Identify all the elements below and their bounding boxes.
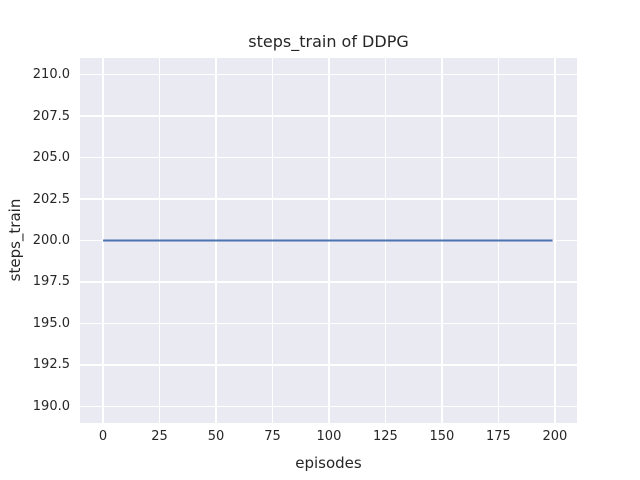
y-tick-label: 207.5	[32, 108, 70, 124]
x-tick-label: 125	[373, 429, 398, 444]
x-tick-label: 0	[98, 429, 108, 444]
plot-area	[80, 58, 577, 423]
y-tick-label: 197.5	[32, 274, 70, 290]
horizontal-gridline	[80, 281, 577, 283]
chart-title: steps_train of DDPG	[248, 32, 409, 51]
horizontal-gridline	[80, 322, 577, 325]
x-tick-label: 150	[429, 429, 455, 444]
y-tick-label: 195.0	[32, 315, 70, 331]
y-tick-label: 202.5	[32, 191, 70, 207]
x-axis-label: episodes	[295, 454, 362, 472]
horizontal-gridline	[80, 115, 577, 117]
y-tick-label: 210.0	[32, 67, 70, 83]
x-tick-label: 25	[151, 429, 168, 444]
x-tick-label: 100	[316, 429, 342, 444]
x-tick-label: 75	[264, 429, 281, 444]
horizontal-gridline	[80, 198, 577, 200]
y-tick-label: 205.0	[32, 150, 70, 166]
x-tick-label: 175	[485, 429, 511, 444]
y-tick-label: 192.5	[32, 357, 70, 373]
horizontal-gridline	[80, 405, 577, 408]
y-tick-label: 200.0	[32, 233, 70, 248]
horizontal-gridline	[80, 73, 577, 76]
horizontal-gridline	[80, 364, 577, 366]
y-tick-label: 190.0	[32, 398, 70, 414]
horizontal-gridline	[80, 156, 577, 159]
x-tick-label: 200	[542, 429, 568, 444]
data-line-layer	[103, 239, 553, 242]
x-tick-label: 50	[207, 429, 225, 444]
